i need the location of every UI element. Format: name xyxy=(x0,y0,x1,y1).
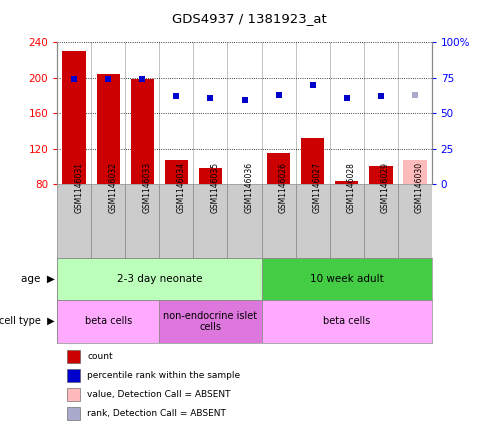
Bar xyxy=(194,184,228,258)
Bar xyxy=(125,184,160,258)
Text: GSM1146029: GSM1146029 xyxy=(381,162,390,213)
Bar xyxy=(57,300,160,343)
Bar xyxy=(199,168,223,184)
Bar xyxy=(335,181,358,184)
Text: 10 week adult: 10 week adult xyxy=(310,274,383,284)
Text: GSM1146034: GSM1146034 xyxy=(177,162,186,213)
Bar xyxy=(160,300,261,343)
Bar xyxy=(300,138,324,184)
Bar xyxy=(403,160,427,184)
Text: GSM1146028: GSM1146028 xyxy=(347,162,356,213)
Bar xyxy=(57,184,91,258)
Bar xyxy=(160,184,194,258)
Text: cell type  ▶: cell type ▶ xyxy=(0,316,55,327)
Bar xyxy=(261,184,295,258)
Text: 2-3 day neonate: 2-3 day neonate xyxy=(117,274,202,284)
Text: GSM1146026: GSM1146026 xyxy=(278,162,287,213)
Bar xyxy=(96,74,120,184)
Text: beta cells: beta cells xyxy=(85,316,132,327)
Text: value, Detection Call = ABSENT: value, Detection Call = ABSENT xyxy=(87,390,231,399)
Bar xyxy=(364,184,398,258)
Text: age  ▶: age ▶ xyxy=(21,274,55,284)
Text: percentile rank within the sample: percentile rank within the sample xyxy=(87,371,241,380)
Bar xyxy=(57,258,261,300)
Bar xyxy=(261,300,432,343)
Text: GSM1146035: GSM1146035 xyxy=(211,162,220,213)
Text: count: count xyxy=(87,352,113,361)
Bar xyxy=(398,184,432,258)
Text: GDS4937 / 1381923_at: GDS4937 / 1381923_at xyxy=(172,12,327,25)
Text: non-endocrine islet
cells: non-endocrine islet cells xyxy=(164,310,257,332)
Bar xyxy=(369,166,393,184)
Bar xyxy=(62,51,86,184)
Bar xyxy=(91,184,125,258)
Bar xyxy=(165,160,188,184)
Text: GSM1146031: GSM1146031 xyxy=(74,162,83,213)
Bar xyxy=(266,153,290,184)
Text: rank, Detection Call = ABSENT: rank, Detection Call = ABSENT xyxy=(87,409,226,418)
Text: GSM1146036: GSM1146036 xyxy=(245,162,253,213)
Text: GSM1146030: GSM1146030 xyxy=(415,162,424,213)
Text: GSM1146033: GSM1146033 xyxy=(142,162,151,213)
Text: GSM1146032: GSM1146032 xyxy=(108,162,117,213)
Bar xyxy=(329,184,364,258)
Text: GSM1146027: GSM1146027 xyxy=(312,162,321,213)
Bar xyxy=(295,184,329,258)
Bar xyxy=(131,80,154,184)
Bar xyxy=(261,258,432,300)
Text: beta cells: beta cells xyxy=(323,316,370,327)
Bar xyxy=(228,184,261,258)
